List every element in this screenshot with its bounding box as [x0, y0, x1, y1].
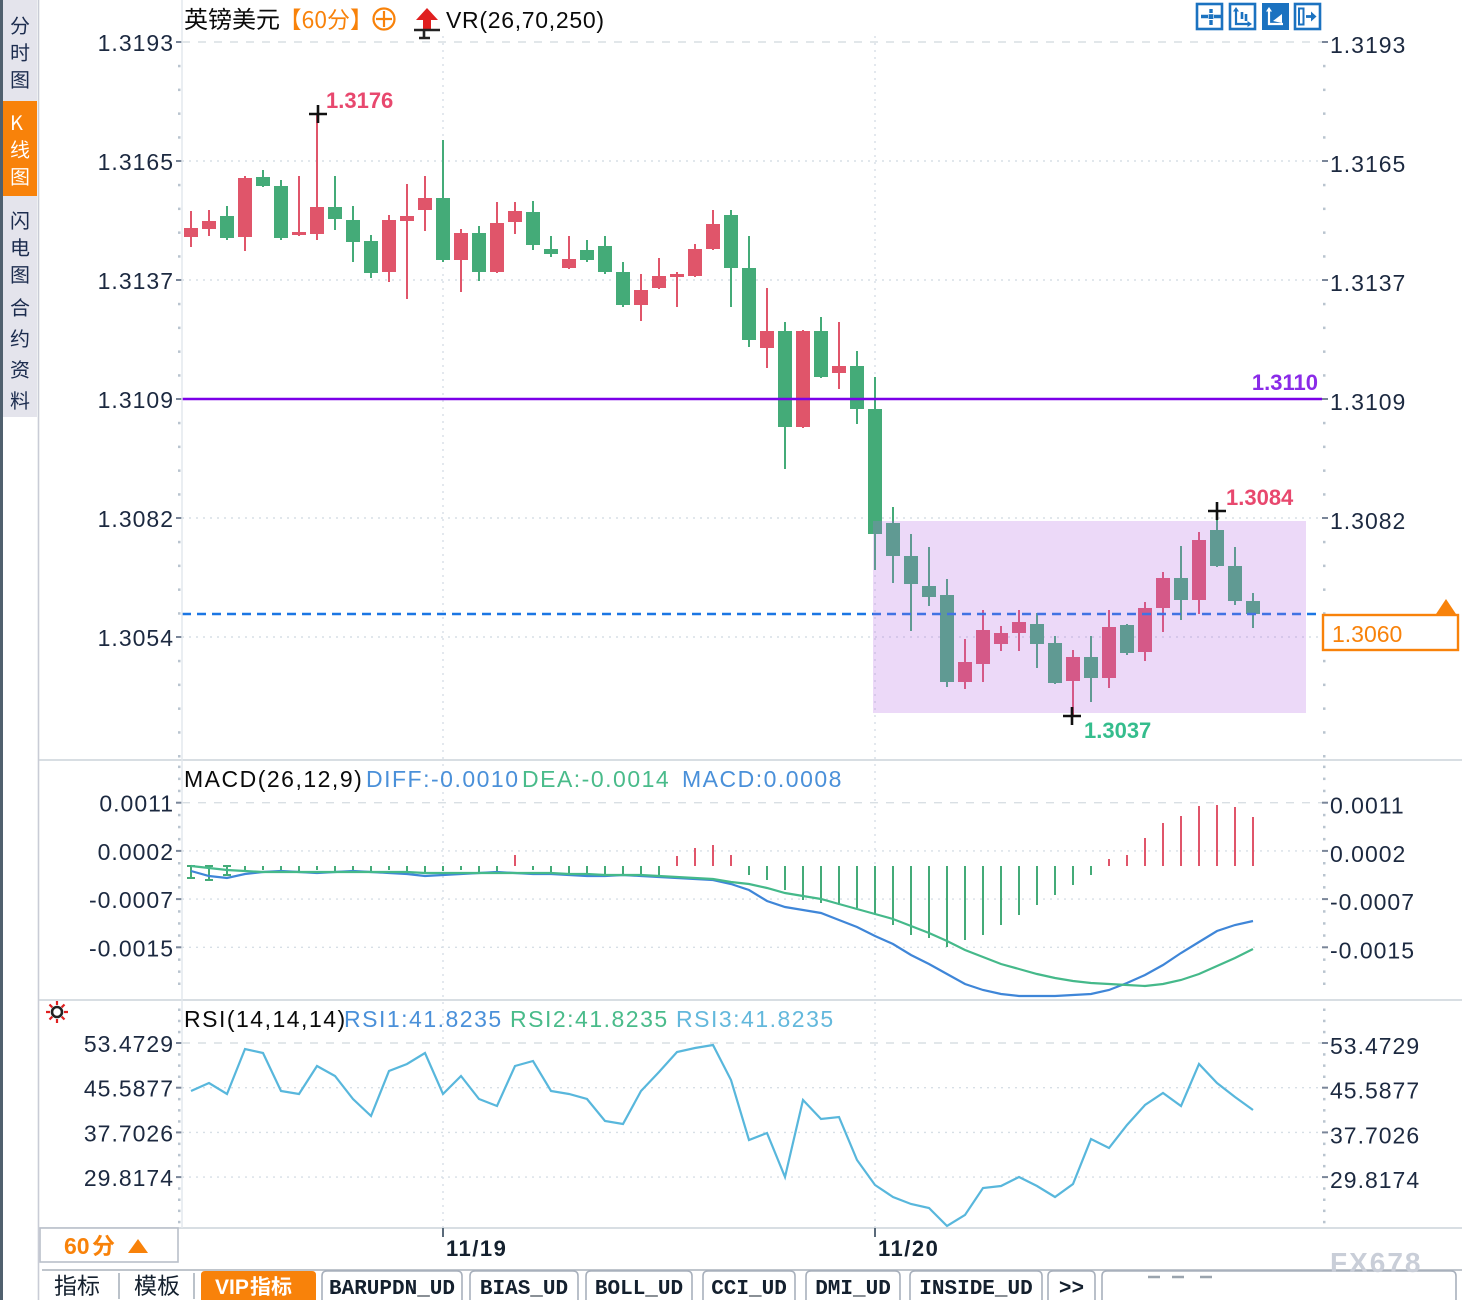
svg-text:29.8174: 29.8174	[84, 1165, 174, 1191]
svg-text:DIFF:-0.0010: DIFF:-0.0010	[366, 766, 520, 792]
svg-text:1.3137: 1.3137	[98, 268, 174, 294]
svg-text:0.0011: 0.0011	[99, 791, 174, 817]
svg-text:45.5877: 45.5877	[84, 1076, 174, 1102]
svg-text:1.3193: 1.3193	[1330, 32, 1406, 58]
svg-text:VR(26,70,250): VR(26,70,250)	[446, 7, 605, 33]
svg-text:0.0011: 0.0011	[1330, 793, 1405, 819]
svg-text:45.5877: 45.5877	[1330, 1078, 1420, 1104]
svg-text:1.3165: 1.3165	[98, 149, 174, 175]
svg-text:CCI_UD: CCI_UD	[711, 1278, 787, 1300]
svg-text:-0.0015: -0.0015	[89, 935, 174, 961]
svg-text:1.3060: 1.3060	[1332, 621, 1402, 647]
svg-text:BARUPDN_UD: BARUPDN_UD	[329, 1278, 455, 1300]
svg-text:DEA:-0.0014: DEA:-0.0014	[522, 766, 670, 792]
svg-text:1.3165: 1.3165	[1330, 151, 1406, 177]
svg-text:-0.0007: -0.0007	[1330, 889, 1415, 915]
svg-text:RSI(14,14,14): RSI(14,14,14)	[184, 1006, 347, 1032]
svg-text:RSI3:41.8235: RSI3:41.8235	[676, 1006, 835, 1032]
svg-text:1.3193: 1.3193	[98, 30, 174, 56]
svg-text:0.0002: 0.0002	[98, 839, 174, 865]
svg-text:1.3082: 1.3082	[98, 506, 174, 532]
svg-text:DMI_UD: DMI_UD	[815, 1278, 891, 1300]
svg-text:60: 60	[64, 1233, 90, 1259]
svg-text:1.3084: 1.3084	[1226, 485, 1294, 510]
svg-text:BOLL_UD: BOLL_UD	[595, 1278, 683, 1300]
svg-text:RSI1:41.8235: RSI1:41.8235	[344, 1006, 503, 1032]
svg-text:1.3082: 1.3082	[1330, 508, 1406, 534]
svg-text:1.3110: 1.3110	[1252, 370, 1318, 395]
svg-text:0.0002: 0.0002	[1330, 841, 1406, 867]
svg-text:53.4729: 53.4729	[84, 1031, 174, 1057]
svg-text:37.7026: 37.7026	[84, 1120, 174, 1146]
svg-text:1.3137: 1.3137	[1330, 270, 1406, 296]
svg-text:VIP: VIP	[215, 1276, 249, 1299]
svg-text:FX678: FX678	[1330, 1247, 1423, 1278]
svg-text:1.3176: 1.3176	[326, 88, 393, 113]
svg-text:53.4729: 53.4729	[1330, 1033, 1420, 1059]
svg-text:1.3054: 1.3054	[98, 625, 174, 651]
svg-text:11/20: 11/20	[878, 1236, 939, 1261]
svg-text:-0.0007: -0.0007	[89, 887, 174, 913]
svg-text:37.7026: 37.7026	[1330, 1122, 1420, 1148]
svg-text:>>: >>	[1059, 1278, 1084, 1300]
svg-text:INSIDE_UD: INSIDE_UD	[919, 1278, 1032, 1300]
svg-text:BIAS_UD: BIAS_UD	[480, 1278, 568, 1300]
svg-text:11/19: 11/19	[446, 1236, 507, 1261]
svg-text:-0.0015: -0.0015	[1330, 937, 1415, 963]
svg-text:1.3109: 1.3109	[98, 387, 174, 413]
svg-text:1.3037: 1.3037	[1084, 718, 1151, 743]
svg-text:1.3109: 1.3109	[1330, 389, 1406, 415]
svg-text:MACD(26,12,9): MACD(26,12,9)	[184, 766, 363, 792]
svg-text:29.8174: 29.8174	[1330, 1167, 1420, 1193]
svg-text:RSI2:41.8235: RSI2:41.8235	[510, 1006, 669, 1032]
svg-text:MACD:0.0008: MACD:0.0008	[682, 766, 843, 792]
